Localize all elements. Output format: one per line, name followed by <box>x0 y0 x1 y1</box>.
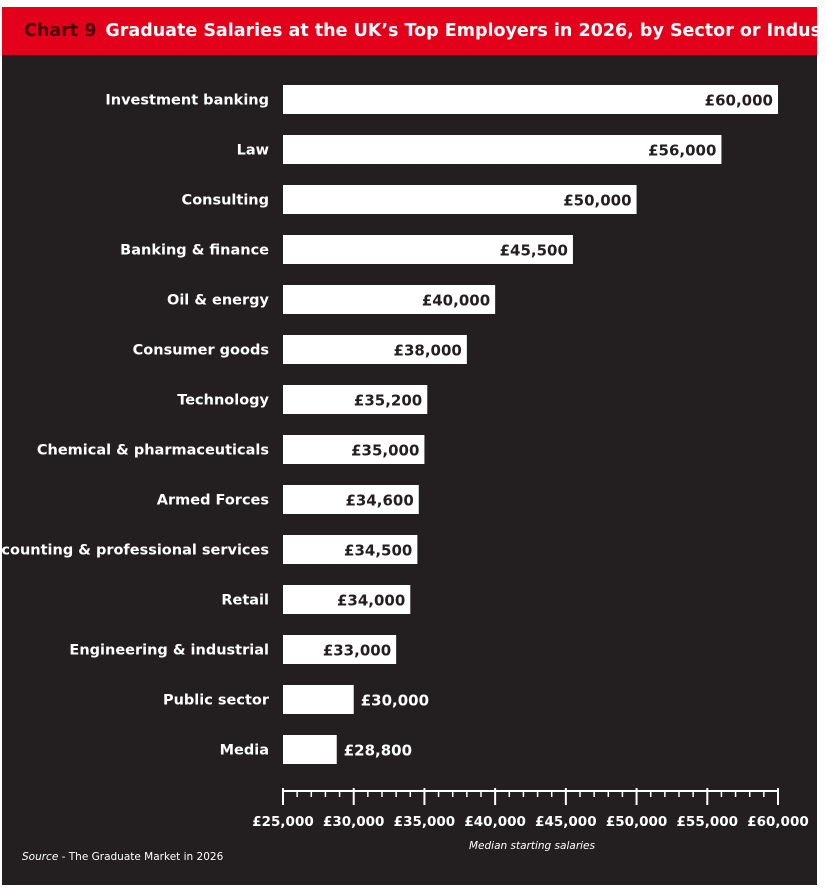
chart-panel: Investment banking £60,000 Law £56,000 Consu… <box>2 55 817 885</box>
x-axis: £25,000 £30,000 £35,000 £40,000 £45,000 £50,0… <box>252 788 809 830</box>
x-tick-label: £25,000 <box>252 814 314 830</box>
value-label: £33,000 <box>323 642 391 660</box>
bar-chart: Investment banking £60,000 Law £56,000 Consu… <box>2 85 809 830</box>
bar <box>283 535 418 564</box>
bar <box>283 585 411 614</box>
category-label: Investment banking <box>105 93 269 109</box>
bar <box>283 135 722 164</box>
value-label: £28,800 <box>344 742 412 760</box>
bar <box>283 235 573 264</box>
category-label: Technology <box>177 393 269 409</box>
value-label: £50,000 <box>563 192 631 210</box>
value-label: £45,500 <box>500 242 568 260</box>
value-label: £34,000 <box>337 592 405 610</box>
value-label: £56,000 <box>648 142 716 160</box>
category-label: Chemical & pharmaceuticals <box>37 443 269 459</box>
value-label: £30,000 <box>361 692 429 710</box>
bar <box>283 735 337 764</box>
chart-number: Chart 9 <box>24 21 97 41</box>
x-tick-label: £55,000 <box>677 814 739 830</box>
x-tick-label: £60,000 <box>747 814 809 830</box>
value-label: £40,000 <box>422 292 490 310</box>
value-label: £60,000 <box>705 92 773 110</box>
category-label: Law <box>237 143 269 159</box>
x-tick-label: £35,000 <box>394 814 456 830</box>
bar <box>283 635 397 664</box>
x-tick-label: £50,000 <box>606 814 668 830</box>
value-label: £35,000 <box>351 442 419 460</box>
category-label: Accounting & professional services <box>2 543 269 559</box>
category-label: Armed Forces <box>157 493 269 509</box>
category-label: Media <box>220 743 269 759</box>
value-label: £38,000 <box>394 342 462 360</box>
category-label: Banking & finance <box>120 243 269 259</box>
value-label: £34,500 <box>344 542 412 560</box>
bar <box>283 335 467 364</box>
bar <box>283 285 496 314</box>
source-label: Source <box>22 851 59 863</box>
source-note: Source - The Graduate Market in 2026 <box>22 851 223 863</box>
x-axis-label: Median starting salaries <box>469 840 595 852</box>
bar <box>283 185 637 214</box>
x-tick-label: £45,000 <box>535 814 597 830</box>
value-label: £35,200 <box>354 392 422 410</box>
category-label: Oil & energy <box>167 293 270 309</box>
category-label: Engineering & industrial <box>69 643 269 659</box>
source-text: - The Graduate Market in 2026 <box>58 851 224 863</box>
bar <box>283 85 778 114</box>
x-tick-label: £30,000 <box>323 814 385 830</box>
x-tick-label: £40,000 <box>464 814 526 830</box>
category-label: Consulting <box>182 193 269 209</box>
category-label: Consumer goods <box>133 343 269 359</box>
bars-layer: Investment banking £60,000 Law £56,000 Consu… <box>2 85 778 764</box>
category-label: Public sector <box>163 693 270 709</box>
bar <box>283 685 354 714</box>
chart-title: Graduate Salaries at the UK’s Top Employ… <box>105 21 826 41</box>
bar <box>283 435 425 464</box>
value-label: £34,600 <box>345 492 413 510</box>
chart-header: Chart 9 Graduate Salaries at the UK’s To… <box>2 7 826 55</box>
category-label: Retail <box>221 593 269 609</box>
bar <box>283 385 428 414</box>
bar <box>283 485 419 514</box>
